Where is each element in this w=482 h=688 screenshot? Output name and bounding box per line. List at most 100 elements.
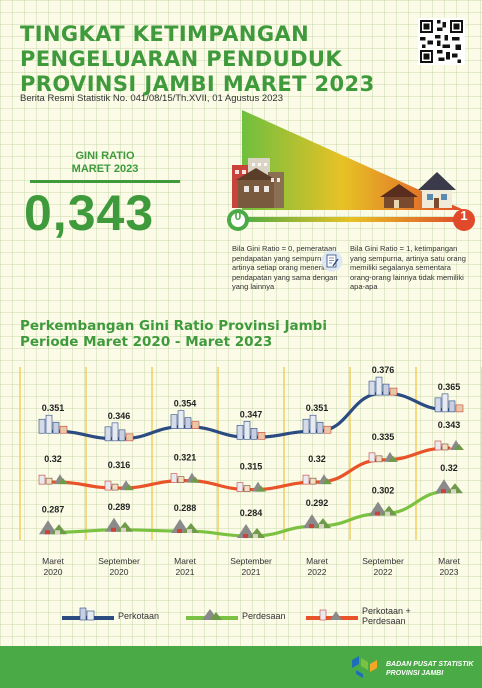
data-label-gabungan: 0.321	[174, 453, 197, 463]
x-tick-label: Maret 2023	[414, 556, 482, 578]
title-line-2: PENGELUARAN PENDUDUK	[20, 47, 343, 71]
clipboard-pencil-icon	[321, 250, 343, 272]
legend-perdesaan: Perdesaan	[186, 604, 286, 628]
inequality-triangle	[242, 110, 464, 210]
gini-ratio-label-line2: MARET 2023	[71, 163, 139, 175]
series-line-gabungan	[51, 446, 451, 492]
x-tick-label: Maret 2022	[282, 556, 352, 578]
small-house-icon	[380, 184, 418, 208]
gini-scale-illustration	[227, 110, 475, 231]
data-point-perkotaan	[302, 414, 332, 434]
legend-gabungan-label: Perkotaan + Perdesaan	[362, 606, 411, 626]
data-point-perdesaan	[369, 501, 397, 516]
x-tick-label: Maret 2020	[18, 556, 88, 578]
x-tick-label-year: 2021	[175, 567, 195, 577]
x-tick-label-month: September	[230, 556, 272, 566]
scale-arrow	[238, 217, 464, 222]
data-point-perkotaan	[170, 410, 200, 429]
data-point-perdesaan	[237, 524, 265, 539]
x-tick-label-month: Maret	[306, 556, 328, 566]
x-tick-label-year: 2022	[373, 567, 393, 577]
x-tick-label-month: Maret	[42, 556, 64, 566]
data-label-perkotaan: 0.376	[372, 365, 395, 375]
data-point-perdesaan	[105, 517, 133, 532]
page-title: TINGKAT KETIMPANGAN PENGELUARAN PENDUDUK…	[20, 22, 390, 97]
data-label-perdesaan: 0.288	[174, 503, 197, 513]
data-label-perkotaan: 0.354	[174, 399, 197, 409]
chart-heading-line2: Periode Maret 2020 - Maret 2023	[20, 334, 273, 350]
x-tick-label: September 2020	[84, 556, 154, 578]
data-point-perkotaan	[236, 421, 266, 440]
data-point-perkotaan	[434, 393, 464, 413]
x-tick-label-month: Maret	[438, 556, 460, 566]
data-label-gabungan: 0.32	[44, 454, 62, 464]
chart-heading-line1: Perkembangan Gini Ratio Provinsi Jambi	[20, 318, 327, 334]
gini-ratio-label: GINI RATIO MARET 2023	[30, 150, 180, 176]
x-tick-label-month: September	[362, 556, 404, 566]
x-tick-label-month: September	[98, 556, 140, 566]
data-point-perdesaan	[171, 519, 199, 534]
data-label-gabungan: 0.32	[308, 454, 326, 464]
legend-perkotaan-label: Perkotaan	[118, 611, 160, 621]
city-buildings-icon	[232, 158, 284, 208]
note-gini-one: Bila Gini Ratio = 1, ketimpangan yang se…	[350, 244, 466, 292]
x-tick-label-year: 2023	[439, 567, 459, 577]
footer-line1: BADAN PUSAT STATISTIK	[386, 661, 474, 668]
release-subtitle: Berita Resmi Statistik No. 041/08/15/Th.…	[20, 93, 283, 104]
data-point-gabungan	[104, 480, 134, 491]
data-label-gabungan: 0.316	[108, 460, 131, 470]
qr-code-icon[interactable]	[418, 18, 465, 65]
data-point-gabungan	[236, 481, 266, 492]
data-point-perkotaan	[104, 422, 134, 442]
gini-ratio-label-line1: GINI RATIO	[75, 150, 135, 162]
data-label-gabungan: 0.343	[438, 420, 461, 430]
data-point-perkotaan	[38, 414, 68, 434]
gini-ratio-value: 0,343	[24, 185, 155, 241]
chart-heading: Perkembangan Gini Ratio Provinsi Jambi P…	[20, 318, 327, 350]
data-label-perdesaan: 0.284	[240, 508, 263, 518]
x-tick-label-year: 2022	[307, 567, 327, 577]
bps-logo-icon	[352, 656, 377, 678]
scale-one-marker	[453, 209, 475, 231]
x-tick-label-year: 2020	[43, 567, 63, 577]
data-label-perdesaan: 0.292	[306, 498, 329, 508]
house-icon	[418, 172, 456, 208]
data-label-gabungan: 0.335	[372, 432, 395, 442]
data-label-perdesaan: 0.287	[42, 504, 65, 514]
legend-gabungan-label-line2: Perdesaan	[362, 616, 406, 626]
title-line-1: TINGKAT KETIMPANGAN	[20, 22, 310, 46]
gini-ratio-line-chart: 0.351 0.346 0.354 0.347 0.351 0.376 0.365 0.32 0…	[19, 365, 482, 540]
x-tick-label: September 2022	[348, 556, 418, 578]
data-point-perdesaan	[435, 479, 463, 494]
footer-bar	[0, 646, 482, 688]
data-label-perkotaan: 0.346	[108, 411, 131, 421]
data-point-gabungan	[302, 474, 332, 485]
legend-gabungan-symbol	[306, 609, 358, 621]
data-label-gabungan: 0.315	[240, 462, 263, 472]
data-label-perkotaan: 0.351	[42, 403, 65, 413]
data-label-perkotaan: 0.351	[306, 403, 329, 413]
title-line-3: PROVINSI JAMBI MARET 2023	[20, 72, 375, 96]
scale-one-label: 1	[460, 208, 468, 223]
data-label-perkotaan: 0.365	[438, 382, 461, 392]
x-tick-label-year: 2020	[109, 567, 129, 577]
data-point-perdesaan	[303, 514, 331, 529]
legend-perdesaan-symbol	[186, 609, 238, 620]
x-tick-label-month: Maret	[174, 556, 196, 566]
data-label-perkotaan: 0.347	[240, 409, 263, 419]
footer-line2: PROVINSI JAMBI	[386, 670, 444, 677]
data-label-perdesaan: 0.32	[440, 463, 458, 473]
data-point-gabungan	[170, 472, 200, 483]
data-point-gabungan	[434, 439, 464, 451]
data-point-perkotaan	[368, 376, 398, 396]
legend-perkotaan-symbol	[62, 607, 114, 621]
data-point-gabungan	[368, 451, 398, 463]
legend-gabungan: Perkotaan + Perdesaan	[306, 604, 411, 628]
data-point-perdesaan	[39, 520, 67, 535]
legend-perkotaan: Perkotaan	[62, 604, 159, 628]
note-gini-zero: Bila Gini Ratio = 0, pemerataan pendapat…	[232, 244, 338, 292]
legend-gabungan-label-line1: Perkotaan +	[362, 606, 411, 616]
legend-perdesaan-label: Perdesaan	[242, 611, 286, 621]
data-label-perdesaan: 0.289	[108, 502, 131, 512]
scale-zero-label: 0	[234, 209, 242, 223]
